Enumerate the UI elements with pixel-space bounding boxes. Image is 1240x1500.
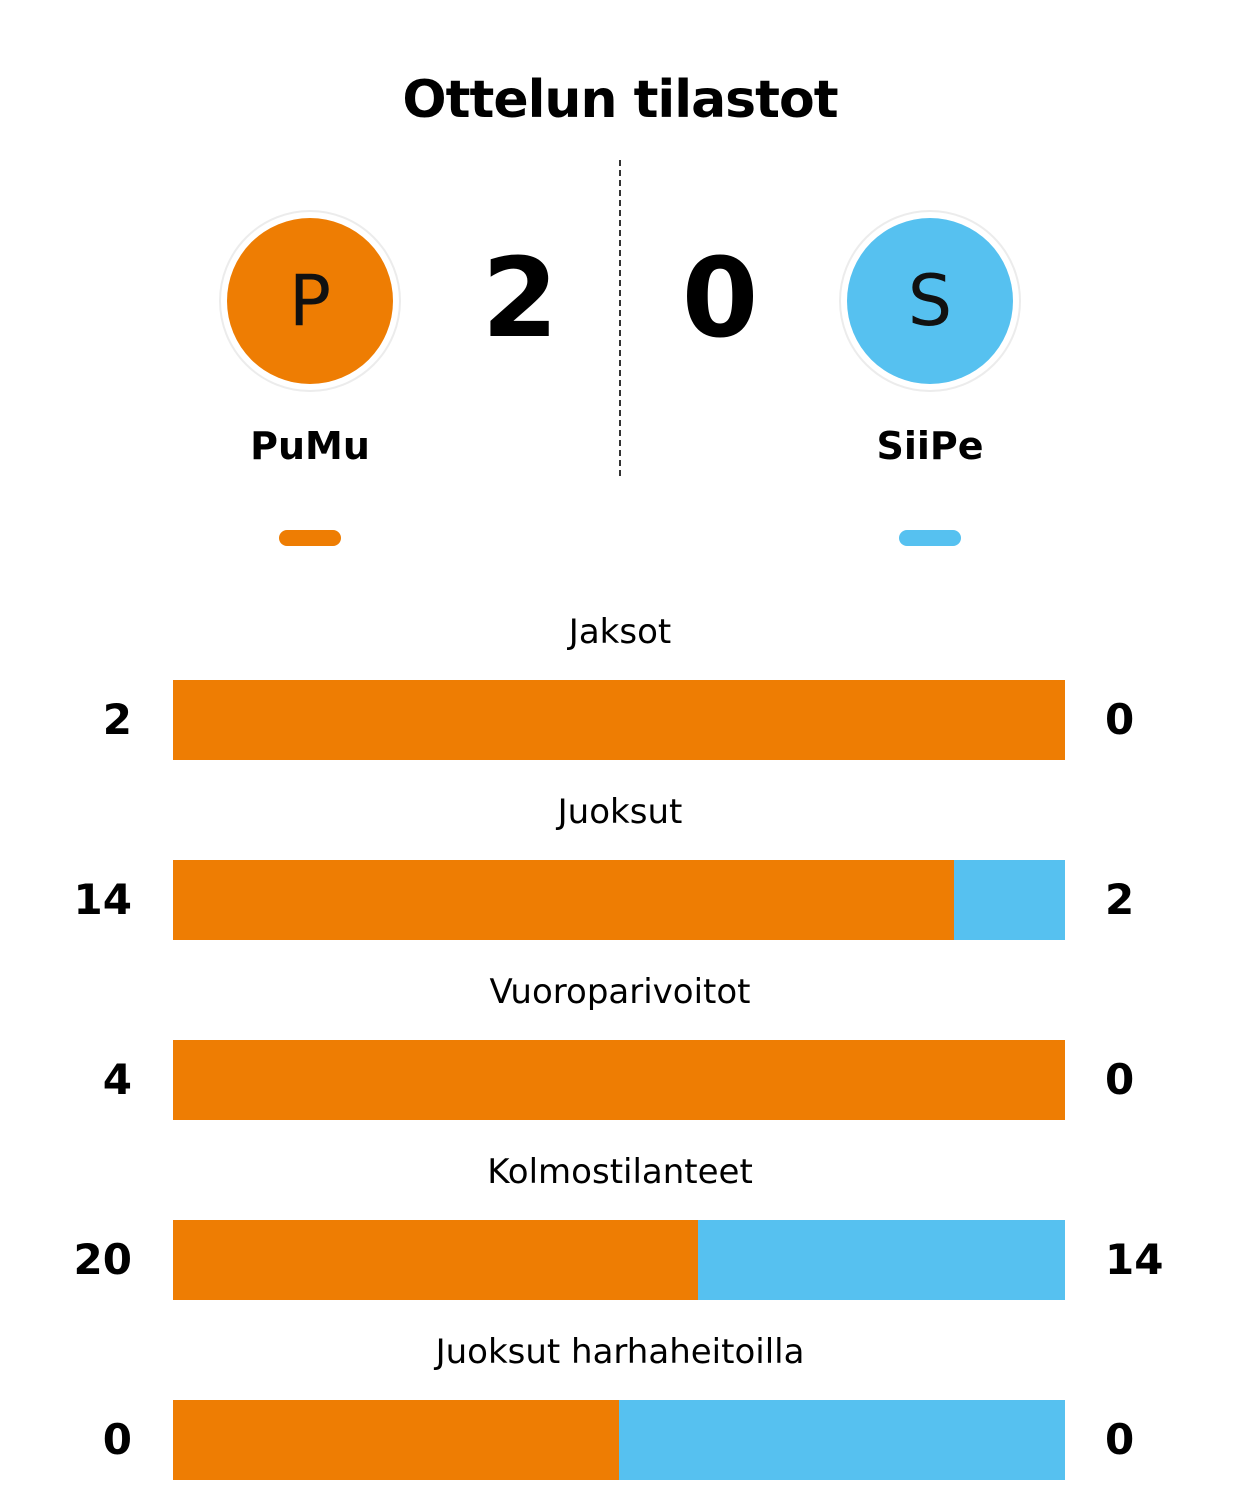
home-legend-pill <box>279 530 341 546</box>
away-stat-value: 0 <box>1105 1055 1135 1104</box>
home-stat-value: 4 <box>102 1055 132 1104</box>
away-logo-letter: S <box>847 218 1013 384</box>
home-stat-value: 14 <box>73 875 132 924</box>
stat-label: Juoksut <box>557 792 683 832</box>
stat-label: Juoksut harhaheitoilla <box>435 1332 805 1372</box>
stat-label: Jaksot <box>568 612 672 652</box>
stat-bar <box>173 1040 1065 1120</box>
away-legend-pill <box>899 530 961 546</box>
away-stat-value: 0 <box>1105 695 1135 744</box>
home-bar-segment <box>173 680 1065 760</box>
home-stat-value: 0 <box>102 1415 132 1464</box>
home-bar-segment <box>173 1040 1065 1120</box>
away-bar-segment <box>619 1400 1065 1480</box>
stat-bar <box>173 1400 1065 1480</box>
away-team-logo: S <box>839 210 1021 392</box>
stat-label: Vuoroparivoitot <box>489 972 751 1012</box>
away-team-name: SiiPe <box>876 424 984 468</box>
away-stat-value: 2 <box>1105 875 1135 924</box>
away-stat-value: 0 <box>1105 1415 1135 1464</box>
away-stat-value: 14 <box>1105 1235 1164 1284</box>
stat-bar <box>173 680 1065 760</box>
home-team-logo: P <box>219 210 401 392</box>
home-bar-segment <box>173 1220 698 1300</box>
stat-bar <box>173 1220 1065 1300</box>
home-team-name: PuMu <box>250 424 370 468</box>
home-bar-segment <box>173 860 954 940</box>
home-stat-value: 2 <box>102 695 132 744</box>
stat-label: Kolmostilanteet <box>487 1152 753 1192</box>
home-score: 2 <box>481 234 559 362</box>
home-stat-value: 20 <box>73 1235 132 1284</box>
away-bar-segment <box>698 1220 1065 1300</box>
away-bar-segment <box>954 860 1065 940</box>
home-bar-segment <box>173 1400 619 1480</box>
score-divider <box>619 160 621 476</box>
home-logo-letter: P <box>227 218 393 384</box>
page-title: Ottelun tilastot <box>402 70 838 130</box>
stat-bar <box>173 860 1065 940</box>
away-score: 0 <box>681 234 759 362</box>
